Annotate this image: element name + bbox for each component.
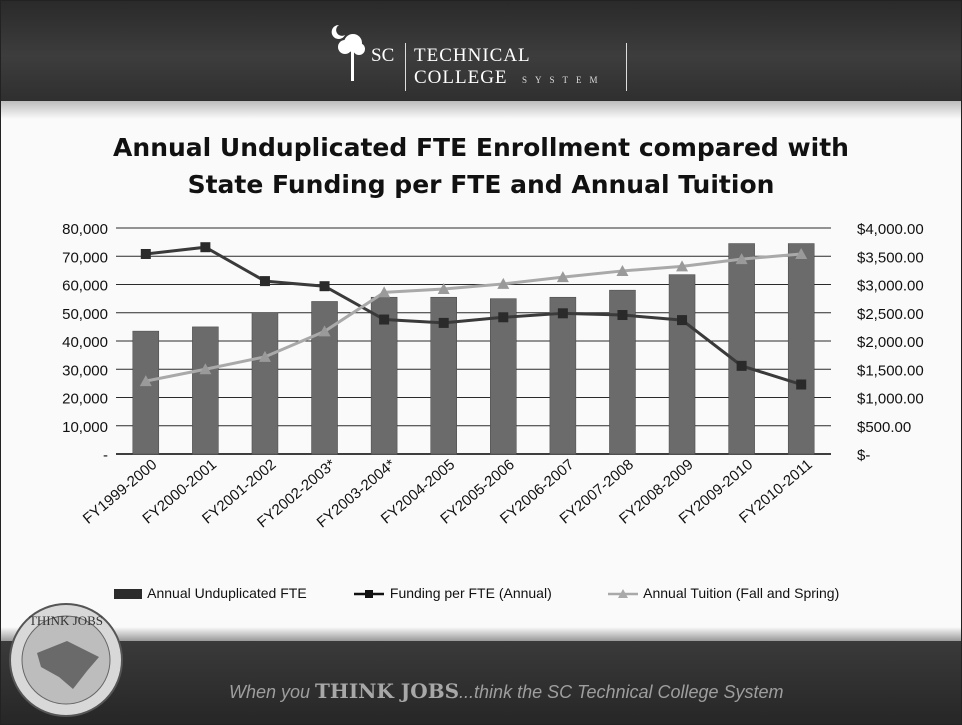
chart-legend: Annual Unduplicated FTE Funding per FTE … (101, 583, 881, 605)
legend-label-funding: Funding per FTE (Annual) (389, 585, 552, 601)
left-axis-tick-label: 40,000 (62, 334, 108, 351)
tuition-marker (139, 375, 152, 387)
tagline-bold: THINK JOBS (315, 679, 460, 703)
tuition-marker (556, 271, 569, 283)
tuition-marker (795, 247, 808, 259)
tuition-marker (318, 325, 331, 337)
legend-item-funding: Funding per FTE (Annual) (354, 585, 552, 601)
bar (251, 312, 279, 455)
tuition-marker (616, 264, 629, 276)
legend-label-tuition: Annual Tuition (Fall and Spring) (643, 585, 840, 601)
legend-swatch-tuition (608, 589, 638, 599)
funding-line (145, 245, 802, 386)
left-axis-tick-label: 50,000 (62, 306, 108, 323)
left-axis-tick-label: 80,000 (62, 221, 108, 238)
right-axis-tick-label: $4,000.00 (857, 221, 924, 238)
footer-band: When you THINK JOBS...think the SC Techn… (1, 627, 961, 724)
funding-marker (736, 360, 747, 371)
bar (549, 296, 577, 455)
funding-marker (200, 242, 211, 253)
funding-marker (438, 317, 449, 328)
left-axis-tick-label: - (103, 447, 108, 464)
legend-label-fte: Annual Unduplicated FTE (147, 585, 307, 601)
tagline-pre: When you (229, 682, 316, 702)
right-axis-tick-label: $- (857, 447, 870, 464)
left-axis-tick-label: 30,000 (62, 362, 108, 379)
funding-marker (677, 315, 688, 326)
right-axis-tick-label: $500.00 (857, 419, 911, 436)
legend-item-fte: Annual Unduplicated FTE (114, 585, 307, 601)
funding-marker (319, 281, 330, 292)
footer-tagline: When you THINK JOBS...think the SC Techn… (229, 679, 784, 703)
right-axis-tick-label: $2,000.00 (857, 334, 924, 351)
funding-marker (498, 312, 509, 323)
tuition-marker (735, 253, 748, 265)
think-jobs-seal: THINK JOBS (9, 603, 123, 717)
sc-technical-college-logo: SC TECHNICAL COLLEGE SYSTEM (327, 21, 627, 93)
funding-marker (617, 310, 628, 321)
tagline-post: ...think the SC Technical College System (459, 682, 784, 702)
bar (490, 298, 517, 455)
funding-marker (379, 314, 390, 325)
tuition-marker (676, 260, 689, 272)
chart-title-line-1: Annual Unduplicated FTE Enrollment compa… (113, 133, 849, 162)
right-axis-tick-label: $1,500.00 (857, 362, 924, 379)
funding-marker (259, 276, 270, 287)
logo-sc-text: SC (371, 45, 395, 66)
tuition-marker (378, 286, 391, 298)
left-axis-tick-label: 10,000 (62, 419, 108, 436)
chart-title-line-2: State Funding per FTE and Annual Tuition (187, 170, 775, 199)
logo-system-text: SYSTEM (522, 75, 606, 85)
bar (132, 330, 160, 455)
bar (787, 243, 815, 455)
left-axis-tick-label: 70,000 (62, 249, 108, 266)
chart-title: Annual Unduplicated FTE Enrollment compa… (101, 129, 861, 203)
tuition-marker (437, 283, 450, 295)
bar (728, 243, 755, 455)
funding-marker (557, 308, 568, 319)
tuition-marker (199, 363, 212, 375)
south-carolina-map-icon (37, 641, 99, 689)
legend-item-tuition: Annual Tuition (Fall and Spring) (608, 585, 839, 601)
legend-swatch-funding (354, 590, 384, 599)
tuition-line (145, 252, 802, 383)
left-axis-tick-label: 60,000 (62, 278, 108, 295)
legend-swatch-bar (114, 589, 142, 600)
funding-marker (796, 379, 807, 390)
header-band: SC TECHNICAL COLLEGE SYSTEM (1, 1, 961, 119)
left-axis-tick-label: 20,000 (62, 391, 108, 408)
funding-marker (140, 248, 151, 259)
tuition-marker (497, 277, 510, 289)
seal-text: THINK JOBS (29, 613, 103, 628)
bar (668, 274, 696, 455)
right-axis-tick-label: $3,000.00 (857, 278, 924, 295)
logo-college-name: TECHNICAL COLLEGE (405, 43, 627, 91)
palmetto-tree-icon (331, 24, 365, 81)
bar (192, 326, 219, 455)
tuition-marker (258, 350, 271, 362)
right-axis-tick-label: $1,000.00 (857, 391, 924, 408)
right-axis-tick-label: $3,500.00 (857, 249, 924, 266)
right-axis-tick-label: $2,500.00 (857, 306, 924, 323)
